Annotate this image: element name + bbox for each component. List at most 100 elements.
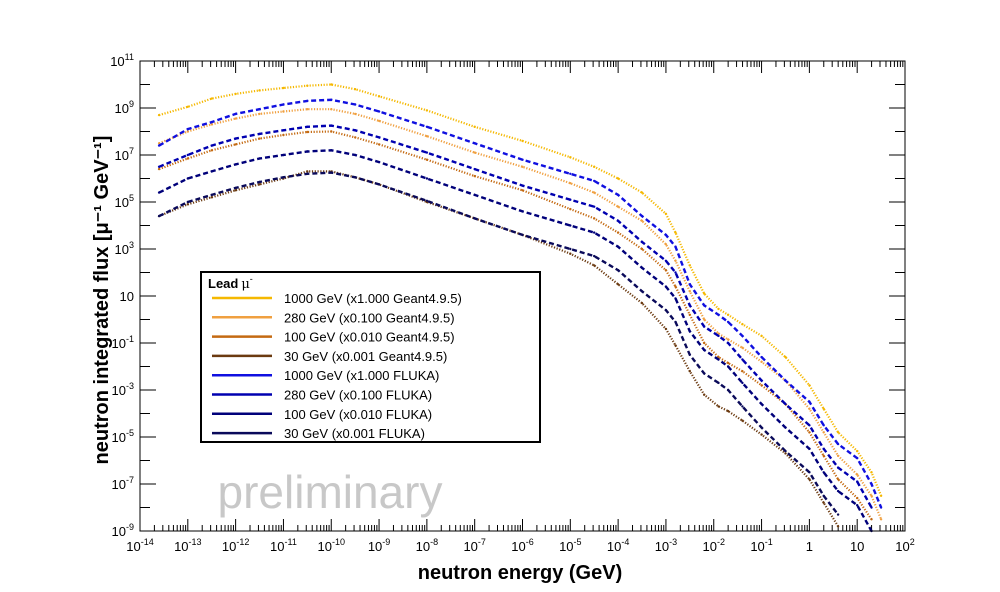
series-point — [664, 308, 668, 312]
y-tick-label: 10 — [120, 289, 134, 304]
series-point — [473, 167, 476, 171]
series-layer — [157, 83, 883, 533]
series-point — [674, 320, 677, 324]
series-point — [616, 205, 620, 208]
series-point — [822, 424, 825, 427]
series-point — [784, 355, 787, 359]
series-point — [664, 243, 668, 246]
series-point — [282, 110, 285, 113]
series-point — [593, 217, 596, 220]
series-point — [377, 110, 381, 113]
series-point — [210, 149, 213, 152]
series-point — [616, 219, 620, 222]
series-point — [330, 83, 333, 86]
series-line — [158, 98, 883, 508]
series-point — [808, 478, 811, 481]
series-point — [856, 504, 859, 507]
legend-title: Lead μ- — [208, 274, 253, 292]
series-point — [836, 442, 840, 446]
x-tick-label: 10-8 — [416, 537, 438, 554]
series-point — [726, 361, 730, 365]
series-point — [377, 119, 381, 123]
series-point — [808, 431, 811, 434]
x-tick-label: 10-7 — [463, 537, 485, 554]
series-point — [741, 358, 744, 361]
series-point — [157, 214, 161, 218]
series-point — [664, 269, 668, 272]
x-tick-label: 10-9 — [368, 537, 390, 554]
series-point — [879, 494, 883, 497]
series-point — [377, 136, 381, 139]
series-point — [717, 334, 720, 338]
series-point — [760, 360, 763, 363]
series-point — [741, 405, 744, 408]
series-point — [425, 177, 429, 180]
series-point — [760, 402, 763, 406]
x-tick-label: 10-14 — [126, 537, 153, 554]
series-point — [640, 219, 644, 222]
series-point — [569, 182, 572, 185]
series-point — [808, 407, 811, 410]
series-point — [258, 180, 261, 184]
legend-label: 1000 GeV (x1.000 FLUKA) — [284, 368, 439, 383]
series-point — [741, 381, 744, 385]
series-point — [234, 117, 237, 120]
y-tick-label: 10-3 — [112, 381, 134, 398]
series-point — [726, 388, 730, 392]
series-point — [425, 125, 429, 128]
series-point — [425, 199, 429, 202]
series-point — [808, 384, 811, 387]
series-point — [674, 231, 677, 234]
series-point — [717, 313, 720, 316]
series-point — [856, 457, 859, 460]
y-tick-label: 10-5 — [112, 428, 134, 445]
legend-title-symbol: μ — [241, 277, 249, 292]
series-point — [688, 290, 691, 293]
series-point — [330, 98, 333, 102]
series-point — [186, 157, 189, 160]
series-point — [210, 170, 213, 173]
series-point — [354, 129, 357, 132]
series-point — [234, 186, 237, 190]
series-point — [521, 233, 524, 237]
series-point — [569, 224, 572, 227]
series-point — [258, 157, 261, 160]
series-point — [760, 379, 763, 382]
x-tick-label: 10-12 — [222, 537, 249, 554]
x-axis-title: neutron energy (GeV) — [418, 562, 622, 584]
series-point — [870, 518, 873, 521]
y-tick-label: 10-7 — [112, 475, 134, 492]
series-point — [157, 167, 161, 171]
x-tick-label: 10-13 — [174, 537, 201, 554]
series-point — [569, 247, 572, 251]
series-point — [616, 193, 620, 197]
series-point — [157, 191, 161, 194]
series-point — [569, 156, 572, 159]
series-point — [808, 471, 811, 474]
series-point — [234, 143, 237, 146]
watermark-text: preliminary — [218, 466, 443, 518]
series-point — [593, 165, 596, 168]
series-point — [879, 518, 883, 521]
series-point — [856, 449, 859, 453]
axis-ticks — [139, 60, 906, 532]
series-point — [836, 513, 840, 516]
series-point — [703, 348, 706, 352]
series-point — [306, 172, 309, 175]
series-point — [306, 130, 309, 134]
series-point — [258, 89, 261, 92]
series-point — [717, 307, 720, 311]
y-tick-label: 1011 — [110, 52, 134, 69]
series-point — [836, 525, 840, 528]
series-point — [330, 124, 333, 127]
series-point — [521, 165, 524, 168]
series-point — [784, 449, 787, 453]
series-point — [354, 136, 357, 139]
series-point — [210, 193, 213, 197]
series-point — [425, 151, 429, 154]
series-point — [593, 254, 596, 258]
series-point — [157, 165, 161, 168]
series-point — [186, 203, 189, 206]
series-point — [186, 153, 189, 157]
series-point — [234, 112, 237, 116]
